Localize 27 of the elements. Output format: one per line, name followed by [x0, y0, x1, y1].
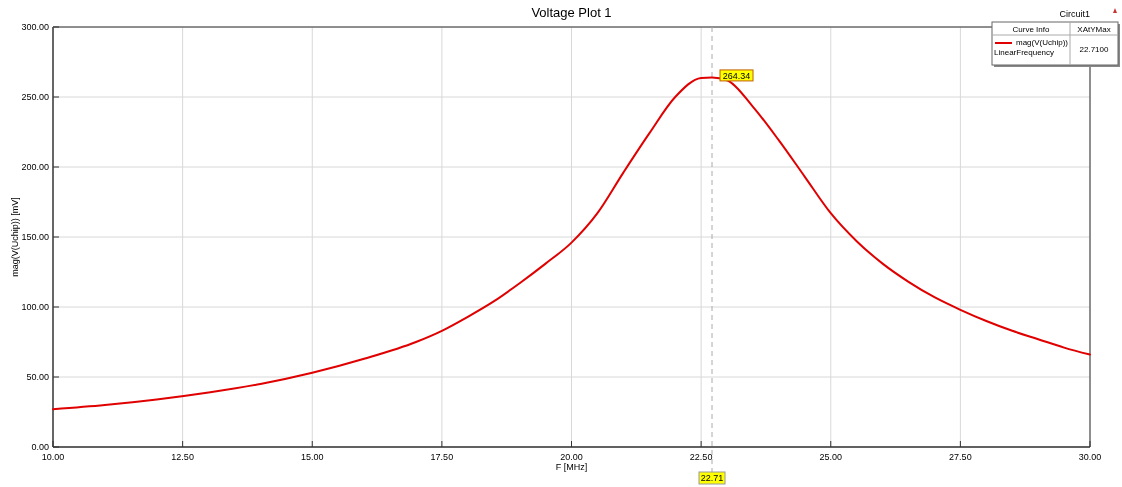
chart-title: Voltage Plot 1: [531, 5, 612, 20]
x-tick-label: 15.00: [300, 452, 324, 462]
x-tick-label: 20.00: [560, 452, 583, 462]
annotation: XAtYMax: [1077, 25, 1111, 34]
x-tick-label: 25.00: [819, 452, 843, 462]
x-tick-label: 22.50: [689, 452, 713, 462]
y-tick-label: 150.00: [21, 232, 49, 242]
annotation: LinearFrequency: [994, 48, 1055, 57]
annotation: 22.7100: [1079, 45, 1110, 54]
y-axis-title: mag(V(Uchip)) [mV]: [10, 197, 20, 277]
y-tick-label: 0.00: [31, 442, 49, 452]
y-tick-label: 200.00: [21, 162, 49, 172]
x-tick-label: 10.00: [41, 452, 65, 462]
y-tick-label: 50.00: [26, 372, 49, 382]
annotation: 264.34: [722, 70, 751, 81]
y-tick-label: 100.00: [21, 302, 49, 312]
x-axis-title: F [MHz]: [555, 462, 588, 472]
y-tick-label: 250.00: [21, 92, 49, 102]
x-tick-label: 17.50: [430, 452, 454, 462]
ref-line-label: 22.71: [700, 473, 724, 483]
x-tick-label: 30.00: [1078, 452, 1102, 462]
legend-title: Curve Info: [1012, 25, 1050, 34]
text: Circuit1: [1059, 9, 1090, 19]
x-tick-label: 27.50: [949, 452, 972, 462]
legend-label: mag(V(Uchip)): [1016, 38, 1069, 47]
x-tick-label: 12.50: [171, 452, 194, 462]
y-tick-label: 300.00: [21, 22, 49, 32]
